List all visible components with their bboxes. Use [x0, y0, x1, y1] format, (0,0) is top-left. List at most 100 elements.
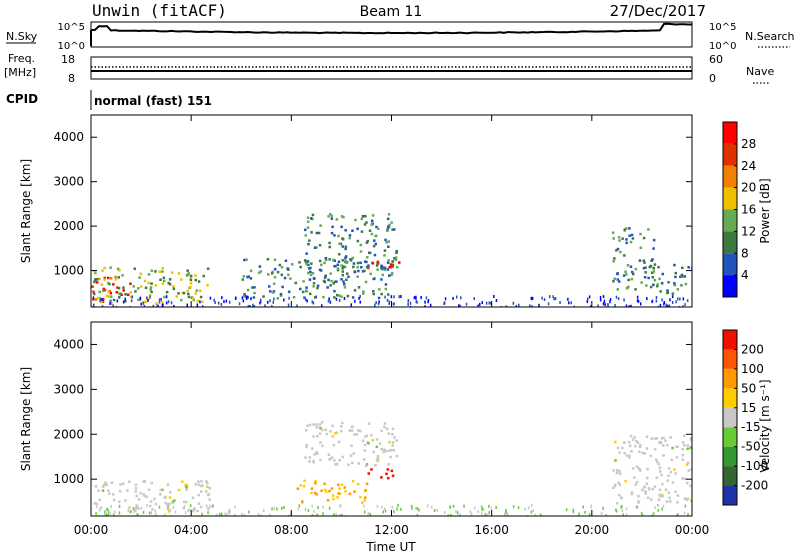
power-echo-cell — [407, 303, 409, 306]
power-echo-cell — [109, 266, 112, 269]
power-echo-cell — [488, 301, 490, 305]
power-echo-cell — [465, 302, 468, 306]
power-echo-cell — [328, 297, 330, 301]
power-echo-cell — [398, 295, 400, 299]
velocity-echo-cell — [107, 489, 110, 492]
power-echo-cell — [586, 300, 589, 303]
nave-tick-top: 60 — [709, 53, 723, 66]
power-echo-cell — [597, 304, 599, 307]
power-echo-cell — [362, 292, 365, 295]
velocity-echo-cell — [684, 504, 687, 508]
power-echo-cell — [377, 302, 380, 306]
colorbar-segment — [723, 275, 737, 297]
power-echo-cell — [243, 295, 247, 298]
velocity-echo-cell — [364, 489, 367, 492]
power-echo-cell — [682, 297, 685, 301]
power-echo-cell — [668, 304, 671, 307]
power-echo-cell — [640, 302, 642, 306]
power-echo-cell — [324, 257, 328, 260]
velocity-echo-cell — [330, 456, 334, 459]
velocity-echo-cell — [481, 508, 484, 512]
power-echo-cell — [386, 225, 390, 228]
velocity-echo-cell — [369, 512, 371, 516]
velocity-echo-cell — [305, 443, 308, 447]
velocity-echo-cell — [367, 512, 370, 516]
velocity-echo-cell — [665, 500, 669, 503]
velocity-echo-cell — [282, 506, 284, 510]
velocity-echo-cell — [118, 511, 121, 515]
colorbar-segment — [723, 446, 737, 467]
power-echo-cell — [102, 289, 105, 292]
power-echo-cell — [351, 229, 354, 232]
power-echo-cell — [531, 305, 533, 307]
power-echo-cell — [116, 299, 119, 303]
velocity-echo-cell — [463, 504, 465, 508]
velocity-echo-cell — [283, 506, 285, 509]
power-echo-cell — [260, 298, 262, 302]
velocity-echo-cell — [689, 437, 692, 440]
power-echo-cell — [353, 270, 357, 274]
power-echo-cell — [223, 300, 225, 304]
power-echo-cell — [680, 284, 683, 287]
velocity-echo-cell — [328, 506, 331, 510]
power-echo-cell — [388, 223, 391, 227]
velocity-echo-cell — [658, 466, 662, 470]
nsky-tick-top: 10^5 — [58, 22, 85, 33]
power-echo-cell — [114, 278, 118, 281]
power-echo-cell — [618, 239, 621, 242]
velocity-echo-cell — [657, 462, 660, 466]
power-echo-cell — [283, 298, 285, 302]
velocity-echo-cell — [143, 480, 147, 483]
velocity-echo-cell — [161, 488, 164, 492]
velocity-echo-cell — [167, 505, 169, 508]
power-echo-cell — [652, 238, 656, 242]
power-echo-cell — [391, 228, 394, 231]
velocity-echo-cell — [674, 472, 677, 475]
velocity-echo-cell — [104, 510, 106, 514]
velocity-echo-cell — [659, 495, 662, 498]
power-echo-cell — [666, 291, 670, 294]
power-echo-cell — [386, 217, 390, 221]
power-echo-cell — [313, 246, 317, 249]
velocity-echo-cell — [506, 512, 509, 516]
velocity-echo-cell — [313, 453, 316, 456]
power-echo-cell — [629, 265, 633, 268]
power-echo-cell — [638, 259, 642, 262]
power-echo-cell — [646, 297, 648, 301]
velocity-echo-cell — [624, 479, 627, 483]
velocity-echo-cell — [296, 487, 300, 490]
velocity-echo-cell — [618, 472, 622, 475]
power-echo-cell — [644, 266, 647, 269]
power-echo-cell — [413, 296, 416, 300]
power-echo-cell — [473, 297, 475, 301]
power-echo-cell — [512, 301, 515, 305]
colorbar-segment — [723, 407, 737, 428]
velocity-echo-cell — [197, 480, 200, 483]
velocity-echo-cell — [447, 514, 450, 516]
power-echo-cell — [652, 266, 655, 270]
power-echo-cell — [680, 273, 684, 277]
power-echo-cell — [424, 300, 426, 304]
power-echo-cell — [201, 300, 204, 304]
power-echo-cell — [341, 267, 344, 270]
velocity-echo-cell — [108, 492, 111, 495]
power-echo-cell — [665, 303, 667, 307]
velocity-echo-cell — [625, 513, 628, 516]
power-echo-cell — [356, 265, 359, 269]
velocity-echo-cell — [410, 504, 413, 508]
velocity-echo-cell — [142, 493, 145, 496]
power-echo-cell — [340, 264, 343, 267]
power-echo-cell — [391, 265, 394, 268]
velocity-echo-cell — [200, 480, 203, 483]
velocity-echo-cell — [322, 505, 324, 509]
velocity-echo-cell — [659, 441, 663, 444]
velocity-echo-cell — [488, 511, 490, 515]
velocity-echo-cell — [99, 508, 101, 512]
velocity-echo-cell — [687, 469, 690, 472]
power-echo-cell — [587, 297, 589, 301]
velocity-echo-cell — [321, 421, 324, 424]
power-echo-cell — [317, 231, 321, 235]
power-echo-cell — [194, 292, 197, 295]
power-echo-cell — [390, 273, 393, 277]
velocity-ylabel: Slant Range [km] — [19, 367, 33, 471]
